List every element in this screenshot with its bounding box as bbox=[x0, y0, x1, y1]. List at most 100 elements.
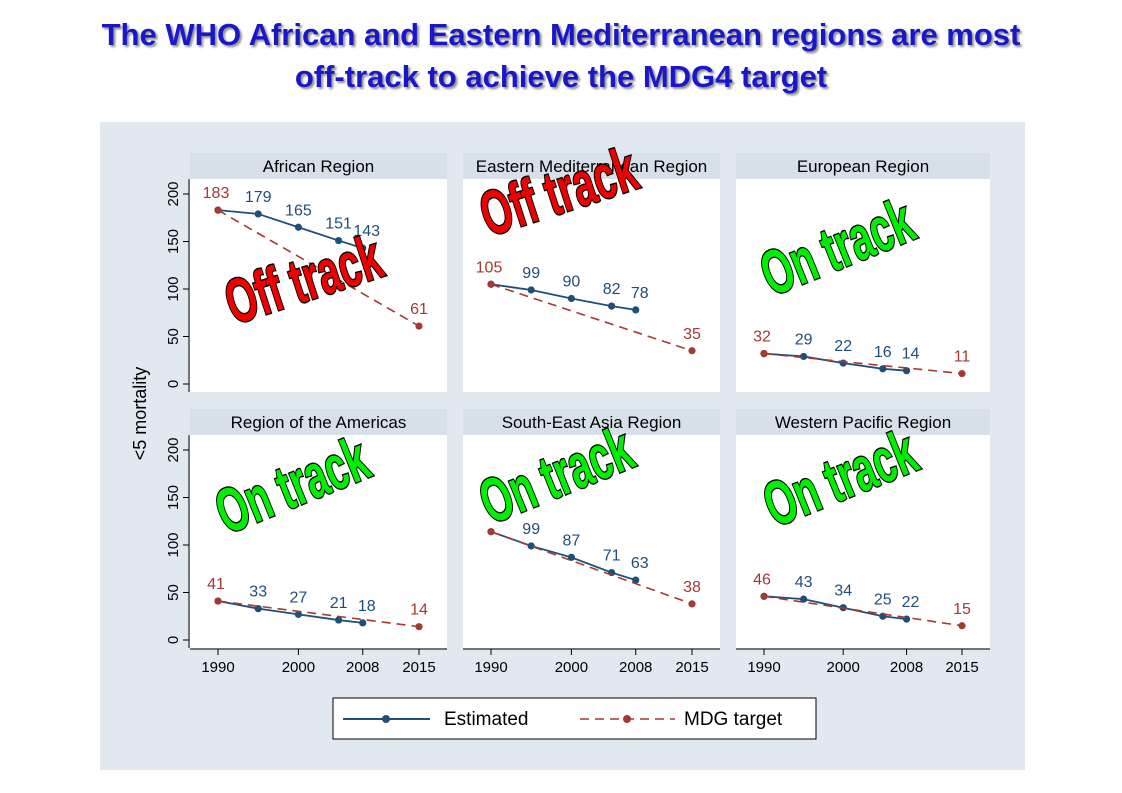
estimated-data-label: 87 bbox=[563, 532, 581, 549]
estimated-data-label: 78 bbox=[631, 285, 649, 302]
estimated-data-label: 71 bbox=[603, 548, 621, 565]
estimated-data-label: 34 bbox=[834, 583, 852, 600]
y-tick-label: 50 bbox=[165, 328, 182, 345]
estimated-point bbox=[800, 595, 808, 603]
estimated-data-label: 16 bbox=[874, 344, 892, 361]
estimated-data-label: 99 bbox=[522, 521, 540, 538]
y-axis-title: <5 mortality bbox=[130, 367, 150, 461]
x-tick-label: 2000 bbox=[827, 659, 860, 676]
x-tick-label: 1990 bbox=[474, 659, 507, 676]
estimated-point bbox=[527, 286, 535, 294]
target-line bbox=[490, 530, 693, 605]
estimated-data-label: 63 bbox=[631, 555, 649, 572]
panel-4: Region of the Americas 0 50 100 150 200 1990 20… bbox=[165, 409, 447, 676]
panel-3: European Region 29 22 16 14 32 11 bbox=[736, 153, 990, 392]
estimated-data-label: 143 bbox=[353, 223, 380, 240]
target-data-label: 38 bbox=[683, 579, 701, 596]
x-tick-label: 2015 bbox=[402, 659, 435, 676]
estimated-point bbox=[632, 306, 640, 314]
target-point bbox=[487, 280, 495, 288]
target-data-label: 61 bbox=[410, 301, 428, 318]
y-tick-label: 0 bbox=[165, 636, 182, 644]
estimated-point bbox=[527, 542, 535, 550]
panel-strip bbox=[736, 153, 990, 179]
estimated-data-label: 29 bbox=[795, 331, 813, 348]
legend-target-point bbox=[623, 715, 631, 723]
legend-target-label: MDG target bbox=[684, 709, 783, 730]
x-tick-label: 1990 bbox=[747, 659, 780, 676]
target-point bbox=[958, 622, 966, 630]
plot-area bbox=[190, 179, 447, 392]
y-tick-label: 200 bbox=[165, 181, 182, 206]
target-point bbox=[487, 528, 495, 536]
panel-title: Western Pacific Region bbox=[775, 413, 951, 432]
target-data-label: 35 bbox=[683, 326, 701, 343]
panel-title: Region of the Americas bbox=[231, 413, 407, 432]
estimated-data-label: 99 bbox=[522, 265, 540, 282]
estimated-data-label: 90 bbox=[563, 274, 581, 291]
estimated-point bbox=[902, 367, 911, 375]
legend: Estimated MDG target bbox=[332, 697, 817, 740]
panel-2: Eastern Mediterranean Region 99 90 82 78 105 3… bbox=[463, 153, 720, 392]
estimated-data-label: 21 bbox=[330, 595, 348, 612]
panel-title: South-East Asia Region bbox=[502, 413, 682, 432]
estimated-data-label: 14 bbox=[902, 346, 920, 363]
panel-title: European Region bbox=[797, 157, 929, 176]
estimated-point bbox=[294, 223, 302, 231]
estimated-point bbox=[254, 210, 262, 218]
x-tick-label: 2015 bbox=[945, 659, 978, 676]
estimated-data-label: 18 bbox=[358, 598, 376, 615]
target-data-label: 183 bbox=[203, 185, 230, 202]
estimated-point bbox=[632, 576, 640, 584]
x-tick-label: 2008 bbox=[346, 659, 379, 676]
target-data-label: 15 bbox=[953, 601, 971, 618]
x-tick-label: 2000 bbox=[282, 659, 315, 676]
estimated-point bbox=[879, 365, 887, 373]
x-tick-label: 2008 bbox=[890, 659, 923, 676]
estimated-point bbox=[335, 616, 343, 624]
target-data-label: 14 bbox=[410, 602, 428, 619]
panel-title: African Region bbox=[263, 157, 375, 176]
slide-title: The WHO African and Eastern Mediterranea… bbox=[0, 14, 1122, 98]
panel-strip bbox=[190, 409, 447, 435]
estimated-data-label: 151 bbox=[325, 216, 352, 233]
panel-strip bbox=[736, 409, 990, 435]
estimated-point bbox=[800, 352, 808, 361]
y-tick-label: 200 bbox=[165, 437, 182, 462]
x-tick-label: 2015 bbox=[675, 659, 708, 676]
y-tick-label: 100 bbox=[165, 276, 182, 301]
target-line bbox=[217, 600, 420, 628]
estimated-data-label: 82 bbox=[603, 281, 621, 298]
y-tick-label: 50 bbox=[165, 584, 182, 601]
panel-1: African Region 0 50 100 150 200 179 165 151 143 18… bbox=[165, 153, 447, 392]
target-point bbox=[688, 600, 696, 608]
plot-area bbox=[190, 435, 447, 648]
target-line bbox=[490, 283, 693, 352]
estimated-point bbox=[359, 244, 367, 252]
legend-estimated-point bbox=[382, 715, 390, 723]
y-tick-label: 150 bbox=[165, 485, 182, 510]
estimated-point bbox=[359, 619, 367, 627]
target-point bbox=[415, 322, 423, 330]
target-line bbox=[763, 352, 963, 375]
target-line bbox=[217, 209, 420, 327]
target-data-label: 41 bbox=[207, 576, 225, 593]
target-data-label: 46 bbox=[753, 571, 771, 588]
legend-estimated-label: Estimated bbox=[444, 709, 528, 730]
x-tick-label: 2000 bbox=[555, 659, 588, 676]
x-tick-label: 2008 bbox=[619, 659, 652, 676]
target-line bbox=[763, 595, 963, 627]
estimated-data-label: 22 bbox=[834, 338, 852, 355]
target-point bbox=[958, 369, 966, 378]
chart-panel: <5 mortality African Region 0 50 100 150 200 17… bbox=[100, 122, 1025, 770]
panel-title: Eastern Mediterranean Region bbox=[476, 157, 708, 176]
panel-5: South-East Asia Region 1990 2000 2008 2015 99… bbox=[463, 409, 720, 676]
estimated-data-label: 165 bbox=[285, 202, 312, 219]
target-point bbox=[688, 347, 696, 355]
estimated-point bbox=[567, 294, 575, 303]
y-tick-label: 100 bbox=[165, 532, 182, 557]
y-tick-label: 0 bbox=[165, 380, 182, 388]
panel-strip bbox=[190, 153, 447, 179]
target-point bbox=[415, 623, 423, 631]
